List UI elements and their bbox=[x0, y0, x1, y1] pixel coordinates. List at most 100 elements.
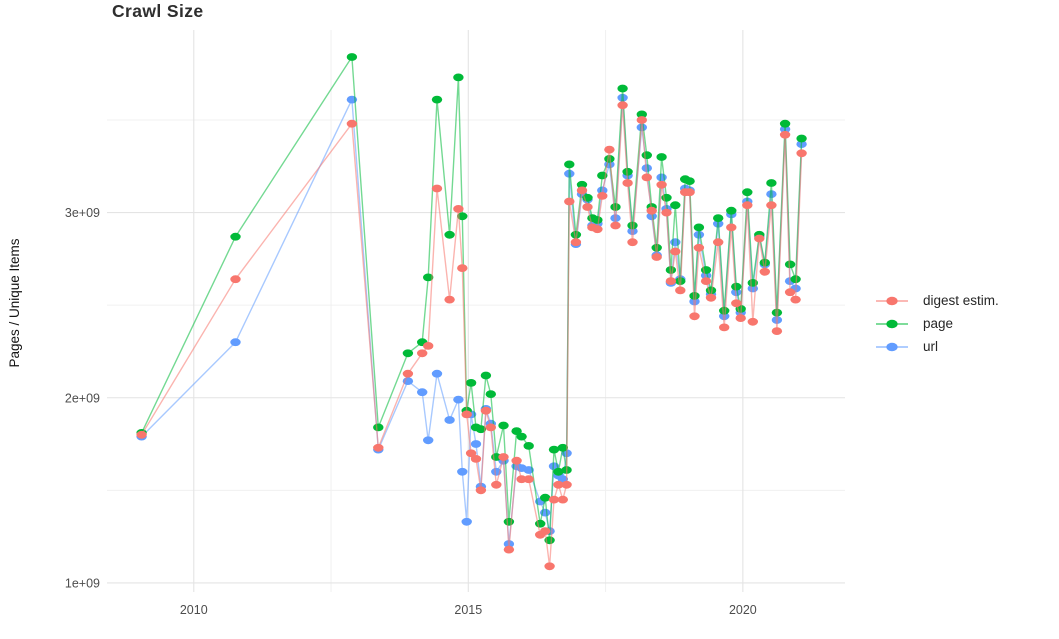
series-digest-estim-point bbox=[444, 295, 455, 304]
series-digest-estim-point bbox=[544, 562, 555, 571]
series-digest-estim-point bbox=[779, 130, 791, 139]
series-digest-estim-point bbox=[561, 480, 572, 489]
series-page-point bbox=[431, 95, 443, 104]
series-digest-estim-point bbox=[796, 149, 807, 158]
series-digest-estim-point bbox=[700, 277, 712, 285]
series-digest-estim-point bbox=[557, 495, 568, 504]
series-url-point bbox=[470, 440, 482, 448]
series-digest-estim-point bbox=[511, 456, 522, 465]
series-digest-estim-point bbox=[627, 238, 638, 247]
series-url-point bbox=[641, 164, 652, 173]
series-digest-estim-point bbox=[689, 312, 700, 321]
series-url-point bbox=[656, 173, 667, 182]
series-digest-estim-point bbox=[570, 238, 582, 247]
series-page-point bbox=[656, 153, 667, 161]
series-page-point bbox=[759, 258, 770, 267]
series-digest-estim-point bbox=[747, 317, 758, 326]
series-digest-estim-point bbox=[431, 184, 443, 193]
series-page-point bbox=[790, 275, 801, 284]
series-digest-estim-point bbox=[784, 288, 796, 297]
series-url-point bbox=[444, 416, 455, 424]
series-digest-estim-point bbox=[684, 188, 695, 197]
series-page-point bbox=[535, 519, 546, 528]
series-page-point bbox=[402, 349, 414, 358]
legend-label-page: page bbox=[923, 316, 954, 331]
series-digest-estim-point bbox=[766, 201, 777, 210]
series-digest-estim-point bbox=[465, 449, 477, 458]
series-page-point bbox=[570, 230, 582, 239]
series-digest-estim-point bbox=[136, 430, 147, 439]
series-url-point bbox=[230, 338, 241, 347]
series-digest-estim-point bbox=[675, 286, 686, 295]
legend: digest estim. page url bbox=[876, 289, 999, 358]
y-tick-label: 2e+09 bbox=[65, 391, 100, 405]
series-digest-estim-point bbox=[617, 101, 628, 110]
series-digest-estim-point bbox=[423, 342, 434, 350]
series-digest-estim-point bbox=[731, 299, 742, 308]
series-page-point bbox=[444, 230, 455, 239]
series-digest-estim-point bbox=[373, 443, 384, 452]
series-digest-estim-point bbox=[461, 410, 472, 419]
chart-title: Crawl Size bbox=[112, 1, 204, 21]
series-page-point bbox=[592, 216, 603, 224]
series-digest-estim-point bbox=[622, 179, 633, 187]
series-url-point bbox=[457, 467, 468, 476]
series-digest-estim-point bbox=[346, 119, 358, 128]
series-digest-estim-point bbox=[661, 208, 672, 217]
series-page-point bbox=[604, 155, 615, 163]
x-tick-label: 2010 bbox=[180, 603, 208, 617]
series-url-point bbox=[731, 288, 742, 297]
series-url-point bbox=[453, 395, 464, 404]
legend-key-digest-icon bbox=[876, 296, 908, 305]
series-url-point bbox=[597, 186, 608, 195]
legend-item-page: page bbox=[876, 312, 999, 335]
series-page-point bbox=[548, 445, 560, 454]
series-url-point bbox=[417, 388, 428, 397]
series-page-point bbox=[636, 110, 647, 119]
series-page-point bbox=[617, 84, 628, 93]
series-page-point bbox=[796, 134, 807, 143]
legend-label-url: url bbox=[923, 339, 939, 354]
legend-label-digest-estim: digest estim. bbox=[923, 293, 999, 308]
series-digest-estim-point bbox=[491, 480, 502, 489]
series-url-point bbox=[670, 238, 681, 247]
series-digest-estim-point bbox=[457, 264, 468, 272]
series-page-point bbox=[553, 467, 564, 476]
series-digest-estim-point bbox=[636, 116, 647, 124]
series-page-point bbox=[627, 221, 638, 230]
series-digest-estim-point bbox=[453, 205, 464, 213]
x-tick-label: 2020 bbox=[729, 603, 757, 617]
series-page-point bbox=[713, 214, 724, 223]
series-digest-estim-point bbox=[610, 221, 621, 230]
series-page-point bbox=[453, 73, 464, 82]
legend-key-page-icon bbox=[876, 319, 908, 328]
series-page-point bbox=[689, 292, 700, 300]
series-digest-estim-point bbox=[485, 423, 496, 432]
series-digest-estim-point bbox=[790, 295, 801, 304]
series-digest-estim-point bbox=[705, 293, 717, 302]
legend-item-url: url bbox=[876, 335, 999, 358]
series-page-line bbox=[140, 56, 803, 541]
series-url-point bbox=[719, 312, 730, 321]
series-digest-estim-point bbox=[646, 206, 657, 215]
series-page-point bbox=[523, 442, 534, 450]
series-page-point bbox=[731, 282, 742, 291]
series-digest-estim-point bbox=[735, 314, 746, 322]
x-tick-label: 2015 bbox=[454, 603, 482, 617]
series-digest-estim-point bbox=[759, 267, 770, 276]
series-digest-estim-point bbox=[503, 545, 515, 554]
series-page-point bbox=[610, 203, 621, 211]
series-page-point bbox=[693, 223, 705, 232]
series-digest-estim-point bbox=[665, 277, 677, 285]
series-page-point bbox=[557, 443, 568, 452]
series-digest-estim-point bbox=[726, 223, 737, 232]
legend-key-url-icon bbox=[876, 342, 908, 351]
series-page-point bbox=[719, 306, 730, 315]
series-digest-estim-point bbox=[656, 180, 667, 189]
series-page-point bbox=[784, 260, 796, 269]
series-digest-estim-point bbox=[582, 203, 593, 211]
series-digest-estim-point bbox=[417, 349, 428, 358]
series-page-point bbox=[503, 517, 515, 526]
